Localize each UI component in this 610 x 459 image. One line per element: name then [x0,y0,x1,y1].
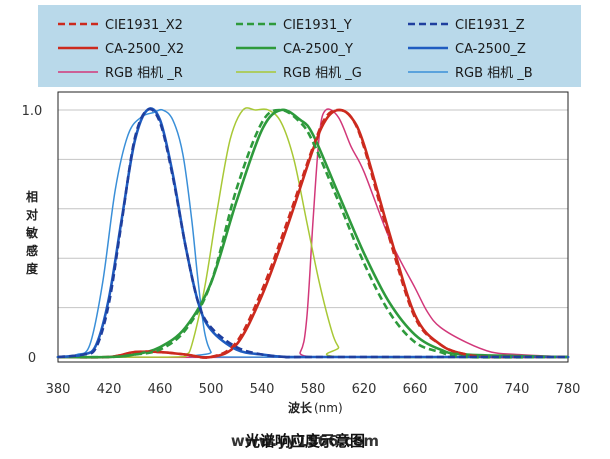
x-tick-label: 660 [403,382,428,397]
y-axis-label-char-3: 敏 [25,225,39,240]
x-axis-label-text: 波长 [288,400,313,415]
legend-label-ca-2500-x2: CA-2500_X2 [105,42,184,57]
x-tick-label: 620 [352,382,377,397]
y-tick-label: 1.0 [22,104,43,119]
y-axis-label-char-4: 感 [26,243,38,258]
legend-label-ca-2500-y: CA-2500_Y [283,42,353,57]
x-tick-label: 500 [199,382,224,397]
series-line-cie1931-z [57,107,568,359]
x-tick-label: 460 [148,382,173,397]
x-tick-label: 540 [250,382,275,397]
legend-label-cie1931-x2: CIE1931_X2 [105,18,183,33]
legend-label-cie1931-z: CIE1931_Z [455,18,525,33]
x-tick-label: 780 [556,382,581,397]
legend-label-rgb-r: RGB 相机 _R [105,66,183,81]
y-axis-label-char-5: 度 [26,261,39,276]
legend: CIE1931_X2 CA-2500_X2 RGB 相机 _R CIE1931_Y CA… [58,18,533,81]
x-tick-label: 700 [454,382,479,397]
series-line-ca-2500-y [56,108,570,359]
series-line-rgb-g [57,107,569,359]
x-axis-label: 波长 (nm) [288,400,343,415]
legend-box [38,5,581,87]
y-axis-label-char-2: 对 [26,207,38,222]
plot-frame [57,91,569,363]
x-axis-label-unit: (nm) [314,401,343,415]
y-tick-label: 0 [28,351,36,366]
series-line-cie1931-y [57,108,569,359]
y-axis-label: 相 对 敏 感 度 [25,189,39,276]
y-axis-label-char-1: 相 [26,189,38,204]
series-line-rgb-r [57,108,569,359]
x-tick-label: 740 [505,382,530,397]
y-tick-labels: 01.0 [22,104,43,366]
series-line-cie1931-x2 [57,108,568,359]
x-tick-labels: 380 420 460 500 540 580 620 660 700 740 780 [46,382,581,397]
legend-label-ca-2500-z: CA-2500_Z [455,42,526,57]
x-tick-label: 580 [301,382,326,397]
x-tick-label: 380 [46,382,71,397]
x-tick-label: 420 [97,382,122,397]
legend-label-rgb-g: RGB 相机 _G [283,66,362,81]
series-line-rgb-b [57,108,569,359]
legend-label-rgb-b: RGB 相机 _B [455,66,533,81]
watermark-text: www.yy1566.com [231,432,379,450]
figure-caption: 光谱响应度示意图 [244,432,365,450]
series-lines [56,107,570,359]
legend-label-cie1931-y: CIE1931_Y [283,18,352,33]
